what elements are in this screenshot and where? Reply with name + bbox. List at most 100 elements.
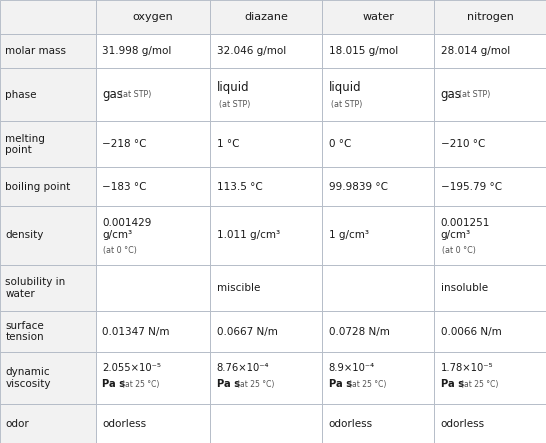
- Bar: [434, 265, 546, 311]
- Text: −183 °C: −183 °C: [102, 182, 147, 192]
- Bar: [0, 352, 96, 404]
- Text: boiling point: boiling point: [5, 182, 71, 192]
- Text: Pa s: Pa s: [102, 379, 125, 389]
- Text: surface
tension: surface tension: [5, 321, 44, 342]
- Text: (at 25 °C): (at 25 °C): [349, 380, 386, 389]
- Bar: [322, 404, 434, 443]
- Text: 0.001429: 0.001429: [102, 218, 151, 228]
- Text: odorless: odorless: [329, 419, 373, 428]
- Text: 32.046 g/mol: 32.046 g/mol: [217, 46, 286, 56]
- Text: odor: odor: [5, 419, 29, 428]
- Text: nitrogen: nitrogen: [467, 12, 513, 22]
- Text: 0.001251: 0.001251: [441, 218, 490, 228]
- Text: 28.014 g/mol: 28.014 g/mol: [441, 46, 510, 56]
- Bar: [0, 265, 96, 311]
- Bar: [96, 121, 210, 167]
- Bar: [96, 265, 210, 311]
- Text: liquid: liquid: [217, 81, 250, 93]
- Text: density: density: [5, 230, 44, 241]
- Bar: [210, 0, 322, 34]
- Text: (at STP): (at STP): [120, 90, 152, 99]
- Bar: [0, 68, 96, 121]
- Text: 0.0728 N/m: 0.0728 N/m: [329, 326, 389, 337]
- Text: solubility in
water: solubility in water: [5, 277, 66, 299]
- Bar: [322, 265, 434, 311]
- Bar: [434, 206, 546, 265]
- Text: Pa s: Pa s: [441, 379, 464, 389]
- Bar: [210, 34, 322, 68]
- Text: 18.015 g/mol: 18.015 g/mol: [329, 46, 398, 56]
- Bar: [434, 34, 546, 68]
- Bar: [322, 68, 434, 121]
- Text: 31.998 g/mol: 31.998 g/mol: [102, 46, 171, 56]
- Bar: [0, 311, 96, 352]
- Text: 1 °C: 1 °C: [217, 140, 239, 149]
- Text: 1.011 g/cm³: 1.011 g/cm³: [217, 230, 280, 241]
- Bar: [96, 206, 210, 265]
- Text: 113.5 °C: 113.5 °C: [217, 182, 263, 192]
- Text: −195.79 °C: −195.79 °C: [441, 182, 502, 192]
- Text: odorless: odorless: [441, 419, 485, 428]
- Bar: [210, 167, 322, 206]
- Bar: [322, 0, 434, 34]
- Text: 0.0066 N/m: 0.0066 N/m: [441, 326, 501, 337]
- Bar: [210, 206, 322, 265]
- Text: g/cm³: g/cm³: [102, 230, 132, 241]
- Bar: [322, 206, 434, 265]
- Text: gas: gas: [441, 88, 461, 101]
- Text: (at 0 °C): (at 0 °C): [103, 245, 137, 255]
- Text: insoluble: insoluble: [441, 283, 488, 293]
- Bar: [96, 34, 210, 68]
- Bar: [0, 167, 96, 206]
- Bar: [322, 167, 434, 206]
- Text: 0.0667 N/m: 0.0667 N/m: [217, 326, 277, 337]
- Bar: [210, 352, 322, 404]
- Bar: [0, 0, 96, 34]
- Text: (at STP): (at STP): [459, 90, 490, 99]
- Bar: [96, 352, 210, 404]
- Bar: [0, 206, 96, 265]
- Text: odorless: odorless: [102, 419, 146, 428]
- Text: Pa s: Pa s: [217, 379, 240, 389]
- Text: −218 °C: −218 °C: [102, 140, 147, 149]
- Bar: [96, 311, 210, 352]
- Text: Pa s: Pa s: [329, 379, 352, 389]
- Text: oxygen: oxygen: [133, 12, 173, 22]
- Bar: [434, 121, 546, 167]
- Text: gas: gas: [102, 88, 123, 101]
- Bar: [322, 34, 434, 68]
- Bar: [96, 0, 210, 34]
- Text: dynamic
viscosity: dynamic viscosity: [5, 367, 51, 389]
- Bar: [0, 404, 96, 443]
- Text: liquid: liquid: [329, 81, 361, 93]
- Bar: [210, 265, 322, 311]
- Bar: [322, 121, 434, 167]
- Bar: [210, 404, 322, 443]
- Text: 0 °C: 0 °C: [329, 140, 351, 149]
- Text: molar mass: molar mass: [5, 46, 67, 56]
- Text: 0.01347 N/m: 0.01347 N/m: [102, 326, 170, 337]
- Text: miscible: miscible: [217, 283, 260, 293]
- Text: 2.055×10⁻⁵: 2.055×10⁻⁵: [102, 362, 161, 373]
- Text: diazane: diazane: [244, 12, 288, 22]
- Text: −210 °C: −210 °C: [441, 140, 485, 149]
- Bar: [434, 68, 546, 121]
- Bar: [210, 68, 322, 121]
- Text: (at STP): (at STP): [219, 100, 251, 109]
- Bar: [434, 352, 546, 404]
- Text: 99.9839 °C: 99.9839 °C: [329, 182, 388, 192]
- Bar: [96, 404, 210, 443]
- Text: 1 g/cm³: 1 g/cm³: [329, 230, 369, 241]
- Text: g/cm³: g/cm³: [441, 230, 471, 241]
- Text: 8.76×10⁻⁴: 8.76×10⁻⁴: [217, 362, 269, 373]
- Text: 8.9×10⁻⁴: 8.9×10⁻⁴: [329, 362, 375, 373]
- Bar: [210, 311, 322, 352]
- Bar: [434, 0, 546, 34]
- Text: 1.78×10⁻⁵: 1.78×10⁻⁵: [441, 362, 493, 373]
- Text: (at 25 °C): (at 25 °C): [461, 380, 498, 389]
- Bar: [434, 167, 546, 206]
- Text: (at STP): (at STP): [331, 100, 363, 109]
- Text: water: water: [362, 12, 394, 22]
- Bar: [0, 34, 96, 68]
- Bar: [210, 121, 322, 167]
